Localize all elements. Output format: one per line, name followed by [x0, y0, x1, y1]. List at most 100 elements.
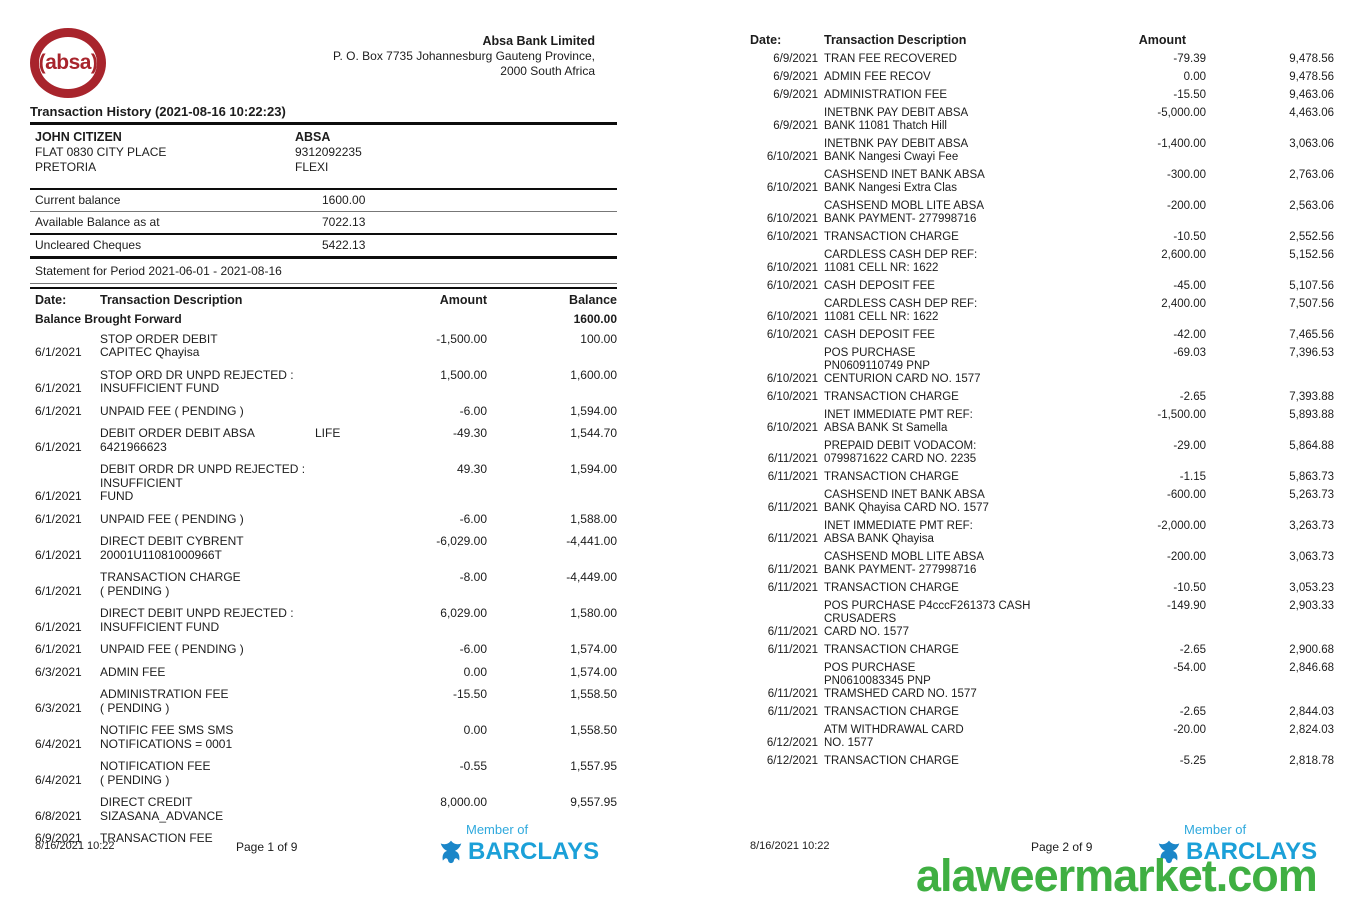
description-line: INETBNK PAY DEBIT ABSA: [824, 106, 969, 119]
transaction-row: 6/4/2021 NOTIFIC FEE SMS SMS NOTIFICATIONS…: [35, 720, 617, 756]
account-details: ABSA 9312092235 FLEXI: [295, 130, 362, 175]
bank-name: Absa Bank Limited: [482, 34, 595, 48]
transactions-table-page1: Date: Transaction Description Amount Bal…: [0, 289, 683, 850]
transaction-date-text: 6/1/2021: [35, 403, 82, 418]
transaction-row: 6/10/2021 CASHSEND MOBL LITE ABSA BANK PAY…: [750, 197, 1334, 228]
transaction-amount: -1,500.00: [1157, 408, 1206, 421]
description-line: TRANSACTION CHARGE: [824, 230, 959, 243]
transaction-balance: 7,393.88: [1289, 390, 1334, 403]
transaction-amount: -1,500.00: [436, 331, 487, 346]
transaction-date: 6/12/2021: [750, 755, 818, 768]
transaction-date: 6/1/2021: [35, 463, 100, 504]
transaction-date: 6/10/2021: [750, 200, 818, 226]
balance-label: Available Balance as at: [35, 215, 160, 229]
transaction-description: NOTIFICATION FEE( PENDING ): [100, 759, 377, 787]
transaction-row: 6/11/2021 CASHSEND INET BANK ABSA BANK Qha…: [750, 486, 1334, 517]
description-line: SIZASANA_ADVANCE: [100, 808, 224, 823]
barclays-logo: Member of BARCLAYS: [1156, 822, 1341, 866]
transaction-balance: 5,864.88: [1289, 439, 1334, 452]
description-line: NOTIFICATIONS = 0001: [100, 736, 233, 751]
transaction-date: 6/12/2021: [750, 724, 818, 750]
transaction-date: 6/9/2021: [750, 89, 818, 102]
customer-account-block: JOHN CITIZEN FLAT 0830 CITY PLACE PRETOR…: [0, 125, 683, 188]
transaction-date-text: 6/4/2021: [35, 772, 82, 787]
description-line: ADMIN FEE RECOV: [824, 70, 931, 83]
transaction-description: DIRECT CREDIT SIZASANA_ADVANCE: [100, 795, 377, 823]
transaction-row: 6/9/2021 INETBNK PAY DEBIT ABSA BANK 11081…: [750, 104, 1334, 135]
transaction-balance: 9,478.56: [1289, 52, 1334, 65]
transaction-row: 6/11/2021 INET IMMEDIATE PMT REF: ABSA BAN…: [750, 517, 1334, 548]
divider-line: [30, 188, 617, 190]
transaction-description: ADMIN FEE: [100, 665, 377, 680]
description-line: 20001U11081000966T: [100, 547, 222, 562]
description-line: TRAN FEE RECOVERED: [824, 52, 957, 65]
transaction-balance: 2,824.03: [1289, 723, 1334, 736]
transaction-description: POS PURCHASE PN0610083345 PNP TRAMSHED CAR…: [818, 662, 1096, 701]
transaction-balance: -4,441.00: [566, 534, 617, 548]
transaction-description: INETBNK PAY DEBIT ABSA BANK 11081 Thatch …: [818, 107, 1096, 133]
barclays-eagle-icon: [1158, 840, 1180, 864]
transaction-row: 6/1/2021 DIRECT DEBIT CYBRENT 20001U110810…: [35, 531, 617, 567]
balance-label: Uncleared Cheques: [35, 238, 142, 252]
transaction-rows: 6/9/2021 TRAN FEE RECOVERED -79.39 9,478.56…: [750, 50, 1334, 770]
transaction-description: CASHSEND MOBL LITE ABSA BANK PAYMENT- 277…: [818, 200, 1096, 226]
header-date: Date:: [750, 33, 782, 47]
description-line: BANK Nangesi Cwayi Fee: [824, 150, 959, 163]
transaction-balance: 100.00: [580, 331, 617, 346]
transaction-date: 6/9/2021: [750, 53, 818, 66]
description-line: POS PURCHASE: [824, 346, 916, 359]
transaction-amount: -5.25: [1179, 754, 1206, 767]
transaction-balance: 1,594.00: [570, 403, 617, 418]
description-line: DEBIT ORDR DR UNPD REJECTED : INSUFFICIE…: [100, 462, 306, 490]
transaction-row: 6/9/2021 ADMIN FEE RECOV 0.00 9,478.56: [750, 68, 1334, 86]
transaction-description: INETBNK PAY DEBIT ABSA BANK Nangesi Cwayi…: [818, 138, 1096, 164]
footer-page-number: Page 1 of 9: [236, 840, 298, 854]
transaction-amount: -10.50: [1173, 581, 1206, 594]
divider-line: [30, 287, 617, 289]
divider-line: [30, 256, 617, 259]
divider-line: [30, 283, 617, 284]
description-line: DEBIT ORDER DEBIT ABSA LIFE: [100, 426, 341, 440]
transaction-description: ADMIN FEE RECOV: [818, 71, 1096, 84]
transaction-amount: -200.00: [1166, 550, 1206, 563]
transaction-date: 6/1/2021: [35, 535, 100, 562]
transaction-date-text: 6/9/2021: [773, 70, 818, 83]
transaction-date: 6/1/2021: [35, 571, 100, 598]
member-of-label: Member of: [1184, 822, 1247, 837]
transaction-date: 6/1/2021: [35, 427, 100, 454]
transaction-date: 6/3/2021: [35, 665, 100, 680]
transaction-date-text: 6/11/2021: [767, 581, 818, 594]
transaction-amount: -5,000.00: [1157, 106, 1206, 119]
transaction-row: 6/10/2021 CARDLESS CASH DEP REF: 11081 CEL…: [750, 295, 1334, 326]
transaction-date: 6/11/2021: [750, 471, 818, 484]
transaction-description: ADMINISTRATION FEE: [818, 89, 1096, 102]
transaction-description: UNPAID FEE ( PENDING ): [100, 404, 377, 419]
description-line: CARDLESS CASH DEP REF:: [824, 248, 978, 261]
header-description: Transaction Description: [100, 293, 243, 307]
transaction-date-text: 6/4/2021: [35, 736, 82, 751]
divider-line: [30, 211, 617, 212]
description-line: BANK PAYMENT- 277998716: [824, 212, 977, 225]
transaction-amount: -20.00: [1173, 723, 1206, 736]
transaction-row: 6/11/2021 TRANSACTION CHARGE -2.65 2,900.68: [750, 641, 1334, 659]
transaction-amount: -200.00: [1166, 199, 1206, 212]
transaction-date-text: 6/11/2021: [767, 532, 818, 545]
transactions-table-page2: Date: Transaction Description Amount 6/9…: [690, 33, 1352, 770]
description-line: CENTURION CARD NO. 1577: [824, 372, 981, 385]
transaction-date-text: 6/1/2021: [35, 345, 82, 359]
transaction-date: 6/11/2021: [750, 644, 818, 657]
transaction-amount: -69.03: [1173, 346, 1206, 359]
description-line: ADMINISTRATION FEE: [100, 687, 229, 701]
transaction-balance: 7,465.56: [1289, 328, 1334, 341]
description-line: DIRECT DEBIT CYBRENT: [100, 534, 244, 548]
transaction-balance: 1,557.95: [570, 759, 617, 773]
transaction-row: 6/1/2021 STOP ORD DR UNPD REJECTED : INSUF…: [35, 364, 617, 400]
transaction-balance: 9,463.06: [1289, 88, 1334, 101]
transaction-amount: -49.30: [452, 426, 487, 440]
description-line: NOTIFIC FEE SMS SMS: [100, 723, 234, 737]
account-type: FLEXI: [295, 160, 329, 174]
transaction-date: 6/11/2021: [750, 440, 818, 466]
transaction-description: CARDLESS CASH DEP REF: 11081 CELL NR: 162…: [818, 298, 1096, 324]
transaction-date-text: 6/1/2021: [35, 619, 82, 634]
barclays-wordmark: BARCLAYS: [468, 838, 600, 865]
